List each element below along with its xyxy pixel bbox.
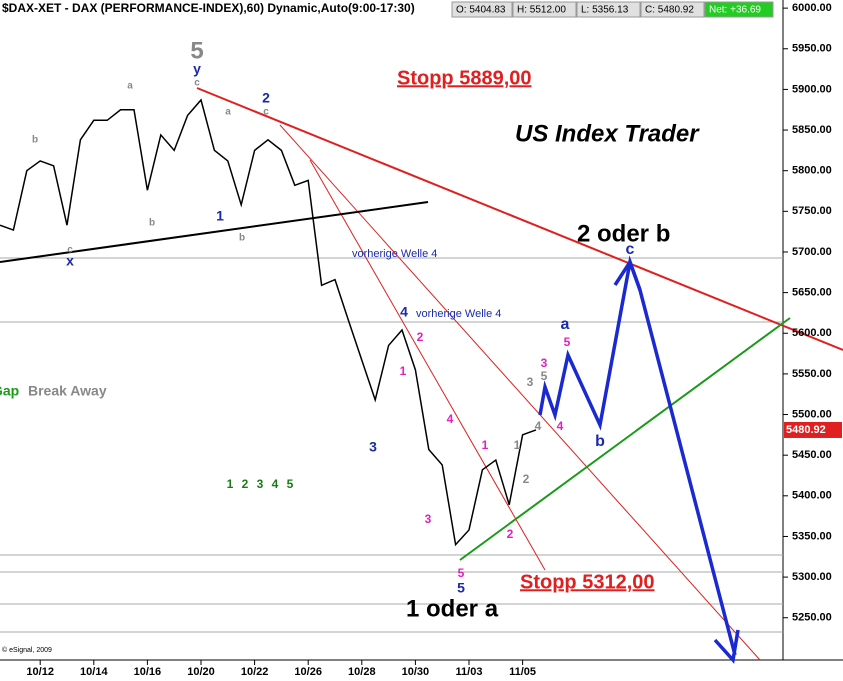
y-tick-label: 5250.00 — [792, 612, 832, 624]
wave-label: 2 — [417, 330, 424, 344]
y-tick-label: 5600.00 — [792, 327, 832, 339]
x-tick-label: 10/26 — [294, 666, 322, 678]
quote-box — [576, 1, 641, 18]
wave-label: 4 — [557, 419, 564, 433]
wave-label: a — [127, 81, 133, 92]
wave-label: 1 — [514, 438, 521, 452]
x-tick-label: 10/12 — [26, 666, 54, 678]
target-annotation: 2 oder b — [577, 220, 670, 247]
quote-high: H: 5512.00 — [517, 5, 566, 16]
trend-line — [196, 87, 843, 351]
last-price-box — [784, 421, 842, 438]
x-tick-label: 10/14 — [80, 666, 108, 678]
quote-box — [512, 1, 577, 18]
wave-label: 4 — [400, 304, 408, 320]
wave-label: 1 — [400, 364, 407, 378]
x-tick-label: 10/22 — [241, 666, 269, 678]
last-price-label: 5480.92 — [786, 424, 826, 436]
wave-label: b — [32, 135, 38, 146]
wave-label: 5 — [287, 477, 294, 491]
wave-label: a — [225, 107, 231, 118]
wave-label: 5 — [457, 580, 465, 596]
chart-title: $DAX-XET - DAX (PERFORMANCE-INDEX),60) D… — [2, 1, 415, 15]
net-box — [704, 1, 774, 18]
y-tick-label: 5950.00 — [792, 43, 832, 55]
low-annotation: 1 oder a — [406, 595, 499, 622]
wave-label: 2 — [242, 477, 249, 491]
y-tick-label: 5350.00 — [792, 530, 832, 542]
wave-label: 1 — [482, 438, 489, 452]
wave-label: 3 — [541, 356, 548, 370]
price-line — [0, 98, 537, 547]
y-tick-label: 5500.00 — [792, 408, 832, 420]
wave-label: 2 — [507, 527, 514, 541]
trend-line — [279, 124, 761, 661]
quote-low: L: 5356.13 — [581, 5, 629, 16]
wave-label: c — [263, 107, 269, 118]
wave-label: 2 — [262, 90, 270, 106]
projection-arrowhead — [713, 629, 740, 664]
wave-label: 1 — [216, 208, 224, 224]
y-tick-label: 5900.00 — [792, 83, 832, 95]
wave-label: 3 — [425, 512, 432, 526]
wave-label: 2 — [523, 472, 530, 486]
x-tick-label: 11/05 — [509, 666, 536, 678]
wave-label: b — [239, 233, 245, 244]
quote-open: O: 5404.83 — [456, 5, 506, 16]
wave-label: 3 — [369, 439, 377, 455]
wave-label: 3 — [257, 477, 264, 491]
y-tick-label: 5800.00 — [792, 165, 832, 177]
level-lines — [0, 257, 783, 633]
x-tick-label: 10/30 — [402, 666, 430, 678]
trend-line — [459, 317, 791, 561]
gap-annotation: Gap — [0, 383, 19, 399]
quote-box — [451, 1, 513, 18]
wave-label: 4 — [535, 419, 542, 433]
wave-label: 3 — [527, 375, 534, 389]
wave-label: c — [194, 78, 200, 89]
copyright: © eSignal, 2009 — [2, 646, 52, 654]
wave-label: c — [67, 245, 73, 256]
brand-annotation: US Index Trader — [515, 120, 700, 147]
x-tick-label: 10/28 — [348, 666, 376, 678]
y-tick-label: 5850.00 — [792, 124, 832, 136]
wave-label: 5 — [458, 566, 465, 580]
wave-label: 5 — [190, 37, 203, 64]
x-tick-label: 11/03 — [456, 666, 483, 678]
y-tick-label: 6000.00 — [792, 2, 832, 14]
y-tick-label: 5400.00 — [792, 490, 832, 502]
wave-label: 5 — [564, 335, 571, 349]
wave-label: 4 — [272, 477, 279, 491]
y-tick-label: 5700.00 — [792, 246, 832, 258]
wave-label: 5 — [541, 369, 548, 383]
wave-label: y — [193, 61, 201, 77]
y-tick-label: 5300.00 — [792, 571, 832, 583]
y-tick-label: 5550.00 — [792, 368, 832, 380]
y-tick-label: 5650.00 — [792, 287, 832, 299]
wave-label: b — [595, 433, 605, 450]
stop-annotation: Stopp 5312,00 — [520, 571, 655, 593]
wave-label: a — [561, 316, 570, 333]
wave-label: 4 — [447, 412, 454, 426]
trend-line — [309, 159, 546, 571]
x-tick-label: 10/16 — [134, 666, 162, 678]
x-tick-label: 10/20 — [187, 666, 215, 678]
wave-label: 1 — [227, 477, 234, 491]
wave-label: c — [626, 241, 635, 258]
wave-label: x — [66, 253, 74, 269]
wave-label: b — [149, 218, 155, 229]
trend-line — [0, 201, 429, 263]
quote-net: Net: +36.69 — [709, 5, 761, 16]
quote-close: C: 5480.92 — [645, 5, 694, 16]
projection-arrowhead — [613, 258, 642, 291]
wave-annotation: vorherige Welle 4 — [416, 308, 501, 320]
y-tick-label: 5450.00 — [792, 449, 832, 461]
gap-annotation: Break Away — [28, 383, 107, 399]
wave-annotation: vorherige Welle 4 — [352, 248, 437, 260]
quote-box — [640, 1, 705, 18]
y-tick-label: 5750.00 — [792, 205, 832, 217]
stop-annotation: Stopp 5889,00 — [397, 67, 532, 89]
